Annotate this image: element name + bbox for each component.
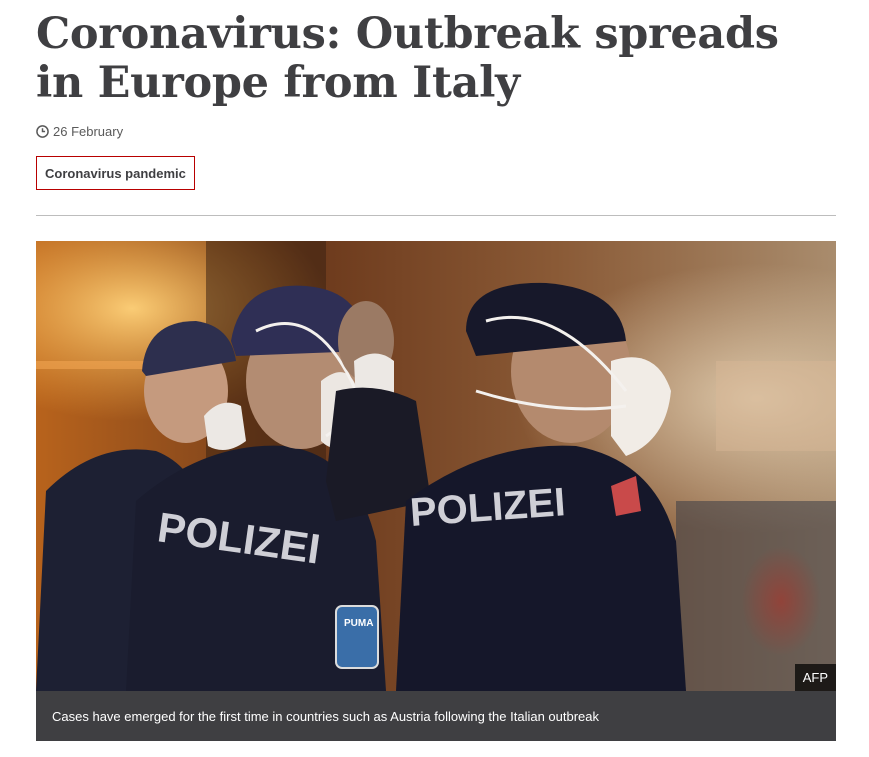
jacket-text-right: POLIZEI [409, 480, 567, 535]
article-date: 26 February [53, 124, 124, 139]
clock-icon [36, 125, 49, 138]
article-dateline: 26 February [36, 124, 123, 139]
topic-tag-link[interactable]: Coronavirus pandemic [36, 156, 195, 190]
image-caption: Cases have emerged for the first time in… [36, 691, 836, 741]
lead-image-figure: POLIZEI PUMA POLIZEI AFP Cases have emer… [36, 241, 836, 741]
header-divider [36, 215, 836, 216]
badge-text: PUMA [344, 618, 373, 629]
article-headline: Coronavirus: Outbreak spreads in Europe … [36, 9, 779, 108]
image-credit: AFP [794, 664, 836, 691]
lead-photo: POLIZEI PUMA POLIZEI [36, 241, 836, 691]
